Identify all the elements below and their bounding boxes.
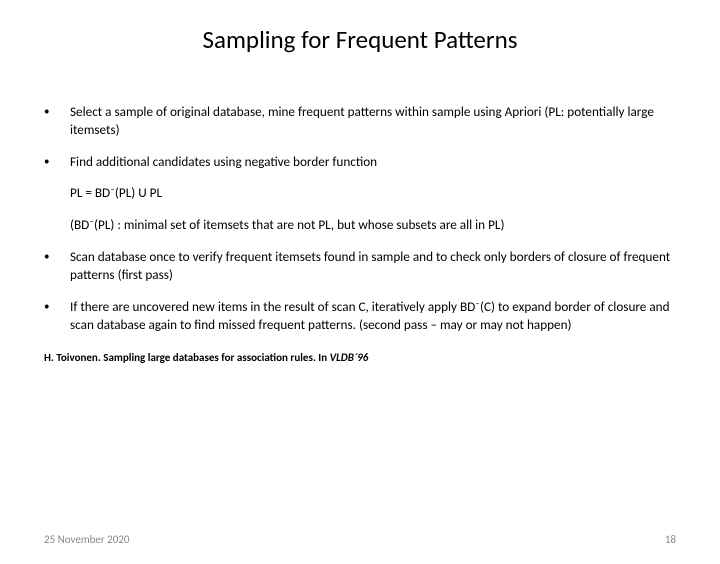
bullet-list: • Scan database once to verify frequent … (44, 248, 676, 333)
bullet-icon: • (44, 153, 70, 171)
bullet-text: If there are uncovered new items in the … (70, 298, 676, 334)
citation-journal: VLDB´96 (330, 351, 369, 364)
citation-author: H. Toivonen. (44, 351, 103, 364)
sub-text: PL = BD⁻(PL) U PL (70, 184, 676, 202)
bullet-icon: • (44, 103, 70, 139)
slide-content: • Select a sample of original database, … (0, 103, 720, 333)
list-item: • Scan database once to verify frequent … (44, 248, 676, 284)
bullet-icon: • (44, 298, 70, 334)
bullet-text: Scan database once to verify frequent it… (70, 248, 676, 284)
slide: Sampling for Frequent Patterns • Select … (0, 24, 720, 564)
bullet-list: • Select a sample of original database, … (44, 103, 676, 170)
bullet-icon: • (44, 248, 70, 284)
sub-text: (BD⁻(PL) : minimal set of itemsets that … (70, 216, 676, 234)
bullet-text: Select a sample of original database, mi… (70, 103, 676, 139)
list-item: • Find additional candidates using negat… (44, 153, 676, 171)
citation-in: In (318, 351, 329, 364)
list-item: • Select a sample of original database, … (44, 103, 676, 139)
list-item: • If there are uncovered new items in th… (44, 298, 676, 334)
citation: H. Toivonen. Sampling large databases fo… (0, 351, 720, 364)
slide-title: Sampling for Frequent Patterns (0, 24, 720, 55)
bullet-text: Find additional candidates using negativ… (70, 153, 676, 171)
citation-title: Sampling large databases for association… (103, 351, 318, 364)
